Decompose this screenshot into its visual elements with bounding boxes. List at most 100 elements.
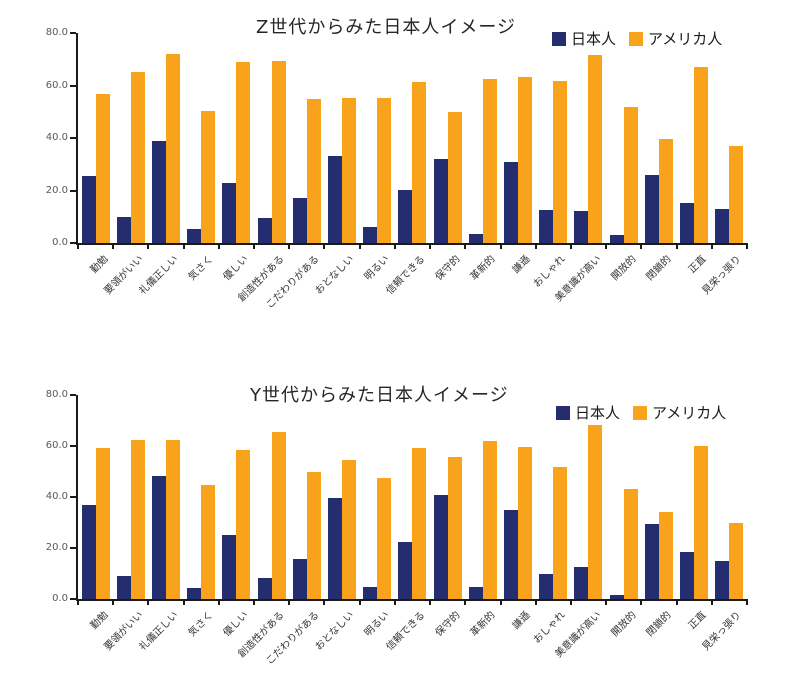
bar-group [395, 33, 430, 243]
bar-american [553, 80, 568, 243]
bar-japanese [81, 504, 96, 599]
bar-group [113, 395, 148, 599]
bar-group [712, 395, 747, 599]
x-axis-tick-mark [217, 243, 220, 249]
x-axis-category-label: 閉鎖的 [644, 609, 674, 639]
gen-z-chart: Z世代からみた日本人イメージ 日本人 アメリカ人 80.0 60.0 40.0 20.… [45, 17, 748, 311]
bar-american [130, 439, 145, 599]
bar-american [236, 62, 251, 243]
bar-american [342, 97, 357, 243]
y-axis-tick-label: 0.0 [52, 236, 68, 248]
bar-japanese [363, 586, 378, 599]
x-axis-tick-mark [499, 599, 502, 605]
bar-group [571, 33, 606, 243]
bar-japanese [328, 156, 343, 243]
x-axis-tick-mark [534, 243, 537, 249]
bar-american [377, 98, 392, 243]
x-axis-category-label: 革新的 [468, 609, 498, 639]
bar-group [536, 395, 571, 599]
x-axis-tick-mark [569, 243, 572, 249]
x-axis-category-label: 謙遜 [510, 609, 533, 632]
gen-z-bars [78, 33, 747, 243]
bar-japanese [680, 552, 695, 599]
x-axis-tick-mark [605, 243, 608, 249]
y-axis-tick-mark [70, 84, 76, 87]
x-axis-tick-mark [288, 243, 291, 249]
x-axis-category-label: 保守的 [433, 253, 463, 283]
x-axis-tick-mark [746, 243, 748, 249]
x-axis-category-label: 閉鎖的 [644, 253, 674, 283]
bar-japanese [574, 567, 589, 599]
bar-american [623, 107, 638, 243]
bar-japanese [433, 159, 448, 243]
bar-american [588, 54, 603, 243]
bar-group [606, 395, 641, 599]
legend-swatch-american [633, 405, 648, 420]
bar-group [148, 395, 183, 599]
x-axis-tick-mark [640, 243, 643, 249]
x-axis-tick-mark [429, 599, 432, 605]
bar-japanese [609, 235, 624, 243]
bar-japanese [574, 211, 589, 243]
bar-american [588, 425, 603, 599]
x-axis-category-label: 気さく [186, 609, 216, 639]
bar-japanese [257, 578, 272, 599]
bar-japanese [644, 523, 659, 599]
bar-japanese [116, 217, 131, 243]
x-axis-category-label: 明るい [362, 253, 392, 283]
y-axis-tick-mark [70, 496, 76, 498]
bar-group [641, 395, 676, 599]
legend-label-american: アメリカ人 [648, 30, 723, 48]
bar-group [606, 33, 641, 243]
bar-american [271, 61, 286, 243]
bar-american [236, 449, 251, 599]
legend-label-japanese: 日本人 [571, 30, 617, 48]
bar-group [465, 395, 500, 599]
x-axis-category-label: 保守的 [433, 609, 463, 639]
bar-group [184, 33, 219, 243]
y-axis-tick-mark [70, 32, 76, 34]
x-axis-category-label: 開放的 [609, 253, 639, 283]
x-axis-tick-mark [253, 599, 256, 605]
bar-american [729, 523, 744, 599]
x-axis-tick-mark [253, 243, 256, 249]
bar-american [306, 471, 321, 599]
x-axis-tick-mark [77, 243, 79, 249]
bar-japanese [292, 559, 307, 599]
bar-group [395, 395, 430, 599]
x-axis-tick-mark [112, 599, 115, 605]
x-axis-category-label: 明るい [362, 609, 392, 639]
bar-group [219, 33, 254, 243]
bar-american [729, 146, 744, 243]
x-axis-category-label: 優しい [222, 609, 252, 639]
bar-american [482, 440, 497, 599]
bar-group [184, 395, 219, 599]
x-axis-category-label: 勤勉 [88, 253, 111, 276]
bar-group [219, 395, 254, 599]
x-axis-tick-mark [464, 599, 467, 605]
bar-american [95, 93, 110, 243]
bar-japanese [292, 198, 307, 243]
bar-japanese [328, 498, 343, 599]
bar-group [324, 33, 359, 243]
bar-group [254, 395, 289, 599]
bar-japanese [680, 203, 695, 243]
x-axis-tick-mark [393, 243, 396, 249]
gen-z-legend: 日本人 アメリカ人 [552, 28, 722, 49]
bar-japanese [504, 161, 519, 243]
bar-american [694, 445, 709, 599]
x-axis-category-label: 正直 [686, 253, 709, 276]
bar-group [676, 395, 711, 599]
y-axis-tick-label: 20.0 [45, 184, 68, 196]
gen-y-bars [78, 395, 747, 599]
legend-swatch-japanese [556, 405, 570, 420]
x-axis-tick-mark [323, 243, 326, 249]
gen-y-chart: Y世代からみた日本人イメージ 日本人 アメリカ人 80.0 60.0 40.0 20.… [0, 342, 794, 684]
bar-japanese [152, 475, 166, 599]
bar-japanese [187, 587, 202, 599]
bar-japanese [152, 140, 166, 243]
gen-y-chart-title: Y世代からみた日本人イメージ [250, 385, 509, 406]
y-axis-tick-mark [70, 394, 76, 396]
bar-japanese [398, 541, 413, 599]
gen-z-chart-title: Z世代からみた日本人イメージ [256, 17, 516, 38]
